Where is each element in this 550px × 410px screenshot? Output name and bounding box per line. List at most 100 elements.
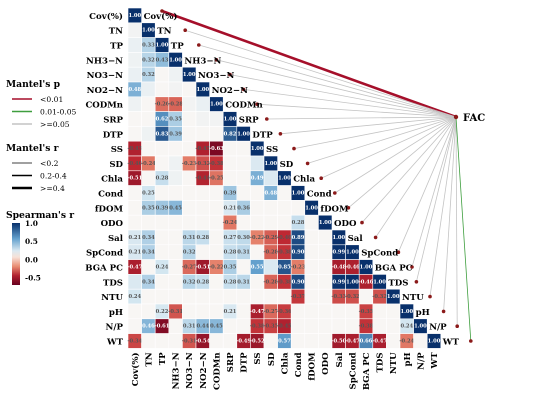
cell-label-n-p-sd: -0.35 [263,324,278,330]
cell-label-sal-sd: -0.29 [263,235,278,241]
cell-label-nh3-n-tp: 0.43 [156,57,169,63]
colorbar-tick: 1.0 [25,219,38,228]
cell-cond-ss [250,185,265,201]
cell-n-p-ntu [386,318,401,334]
cell-label-spcond-spcond: 1.00 [346,250,359,256]
cell-ntu-tn [141,288,156,305]
cell-label-sal-cond: 0.89 [292,235,305,241]
cell-label-chla-no2-n: -0.44 [195,176,210,182]
column-label-odo: ODO [321,352,331,375]
cell-n-p-srp [222,318,238,334]
cell-label-cond-tn: 0.25 [142,191,155,197]
mantel-link-no3-n [229,74,457,118]
cell-label-tp-tn: 0.33 [142,43,155,49]
cell-label-tds-tn: 0.34 [142,279,155,285]
diagonal-label-bga-pc: BGA PC [375,264,413,274]
column-label-fdom: fDOM [308,352,318,381]
mantel-links: FAC [160,9,485,343]
cell-label-tds-no2-n: 0.28 [196,279,209,285]
cell-label-spcond-tn: 0.34 [142,250,155,256]
cell-n-p-cov [127,318,142,334]
cell-wt-nh3-n [168,333,183,349]
column-label-ss: SS [253,352,263,364]
cell-chla-dtp [236,170,251,186]
cell-bga-pc-sd [263,259,278,275]
diagonal-label-odo: ODO [334,219,357,229]
column-label-cond: Cond [294,352,304,377]
cell-odo-ss [250,214,265,231]
cell-label-sd-tn: -0.24 [141,161,156,167]
diagonal-label-tds: TDS [388,278,408,288]
cell-label-srp-nh3-n: 0.35 [169,117,182,123]
mantel-link-nh3-n [215,59,457,118]
cell-label-n-p-ph: 0.24 [400,324,413,330]
cell-label-tds-bga-pc: -0.46 [359,279,374,285]
mantel-node-ntu [428,294,432,299]
cell-tds-odo [318,274,333,290]
mantel-link-n-p [455,116,458,327]
cell-n-p-nh3-n [168,318,183,334]
cell-label-ph-bga-pc: -0.35 [359,309,374,315]
variable-labels: Cov(%)TNTPNH3−NNO3−NNO2−NCODMnSRPDTPSSSD… [85,11,459,390]
cell-ntu-srp [222,288,238,305]
cell-label-fdom-srp: 0.21 [224,205,237,211]
cell-ph-codmn [209,303,224,320]
mantel-node-bga-pc [410,265,414,269]
cell-ss-no3-n [182,140,197,157]
cell-label-fdom-dtp: 0.36 [237,205,250,211]
mantel-link-cond [334,116,457,194]
correlation-heatmap: 1.001.000.33 1.000.32 0.43 1.000.32 1.000.48… [127,7,442,349]
column-label-tn: TN [144,352,154,366]
cell-no2-n-no3-n [182,81,197,98]
mantel-link-chla [320,116,457,179]
cell-tp-cov [127,37,142,53]
cell-label-spcond-srp: 0.28 [224,250,237,256]
mantel-node-ss [292,146,296,151]
cell-ss-srp [222,140,238,157]
mantel-node-chla [319,176,324,180]
cell-label-sd-no2-n: -0.32 [195,161,210,167]
cell-dtp-codmn [209,126,224,142]
mantel-link-wt [455,116,472,342]
cell-bga-pc-nh3-n [168,259,183,275]
cell-ph-tn [141,303,156,320]
cell-label-bga-pc-srp: 0.35 [224,265,237,271]
cell-n-p-tds [372,318,387,334]
column-label-ph: pH [403,352,413,366]
cell-tn-cov [127,22,142,38]
cell-label-nh3-n-nh3-n: 1.00 [169,57,182,63]
cell-label-chla-chla: 1.00 [278,176,291,182]
cell-n-p-dtp [236,318,251,334]
cell-label-dtp-tp: 0.83 [156,131,169,137]
cell-tds-nh3-n [168,274,183,290]
cell-ntu-nh3-n [168,288,183,305]
diagonal-label-ph: pH [416,308,430,318]
row-label-ph: pH [109,308,123,318]
cell-label-fdom-fdom: 1.00 [305,205,318,211]
cell-label-sal-no3-n: 0.31 [183,235,196,241]
cell-cond-chla [277,185,292,201]
cell-odo-tp [154,214,170,231]
cell-ntu-chla [277,288,292,305]
cell-label-tp-tp: 1.00 [156,43,169,49]
cell-spcond-codmn [209,244,224,260]
cell-tds-tp [154,274,170,290]
cell-ss-tn [141,140,156,157]
cell-label-n-p-tn: 0.46 [142,324,155,330]
cell-ss-dtp [236,140,251,157]
cell-codmn-tn [141,96,156,112]
mantel-node-spcond [396,250,401,254]
cell-label-sd-cov: -0.40 [127,161,142,167]
cell-codmn-no2-n [195,96,210,112]
mantel-link-no2-n [243,89,457,118]
cell-label-bga-pc-spcond: -0.46 [345,265,360,271]
cell-dtp-tn [141,126,156,142]
column-label-ntu: NTU [389,352,399,374]
cell-fdom-codmn [209,200,224,216]
mantel-r-legend-title: Mantel's r [6,143,59,154]
mantel-link-tds [415,116,457,283]
cell-label-sal-sal: 1.00 [332,235,345,241]
cell-no2-n-tn [141,81,156,98]
cell-label-spcond-cov: 0.21 [128,250,141,256]
